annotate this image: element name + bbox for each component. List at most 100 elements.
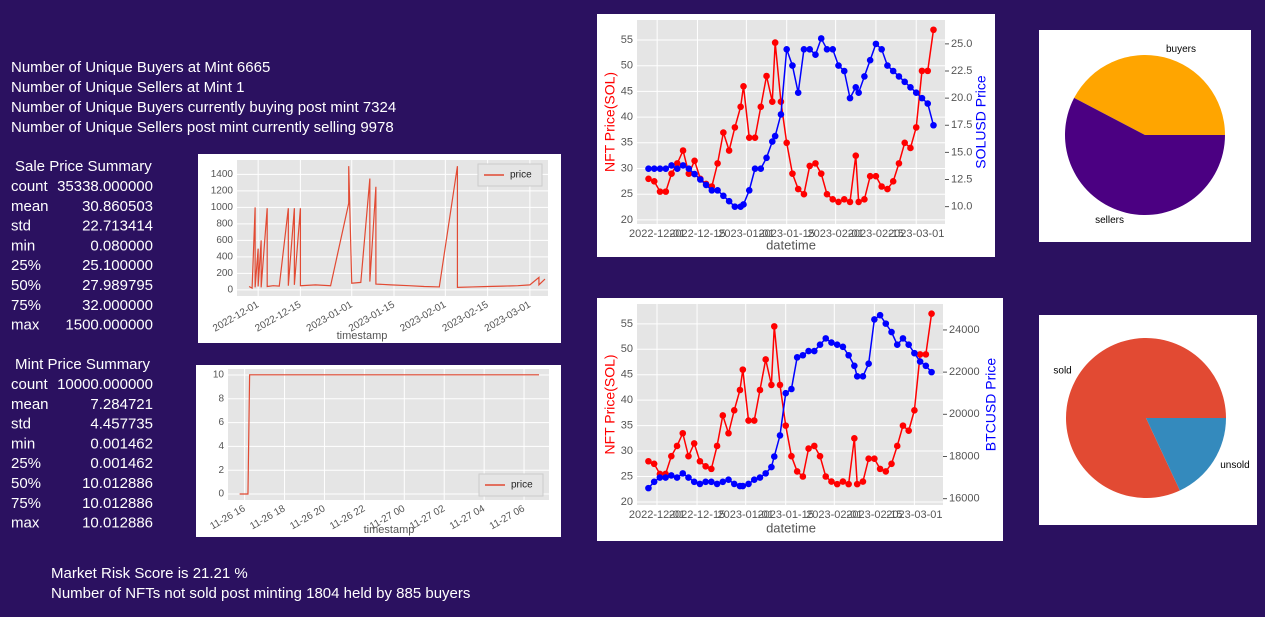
point [782,389,790,397]
point [893,442,901,450]
point [794,89,802,97]
y2-tick-label: 24000 [949,324,980,336]
point [679,470,687,477]
point [812,51,819,59]
point [794,185,802,193]
point [691,157,698,165]
x-tick-label: 2023-03-01 [886,509,942,521]
mint-summary-title: Mint Price Summary [15,356,151,373]
point [673,442,681,450]
point [731,124,739,131]
stat-value: 4.457735 [90,416,153,433]
point [789,62,796,69]
y2-axis-title: SOLUSD Price [973,75,989,169]
y2-tick-label: 20.0 [951,92,972,104]
point [725,476,732,483]
point [690,478,698,486]
point [720,192,727,200]
point [922,351,930,358]
point [768,98,776,106]
y-tick-label: 40 [621,111,633,123]
point [871,316,878,323]
point [852,83,860,91]
point [739,366,747,373]
point [745,417,752,424]
pie-slice [1146,418,1226,491]
point [783,139,790,147]
stat-value: 22.713414 [82,218,153,235]
point [888,460,895,468]
series-line [248,166,546,290]
point [800,190,808,198]
x-tick-label: 2023-01-01 [718,509,774,521]
stat-name: mean [11,396,49,413]
point [751,134,759,141]
point [861,196,868,203]
point [757,103,765,111]
stat-value: 27.989795 [82,277,153,294]
x-tick-label: 2022-12-01 [629,509,685,521]
point [757,165,765,172]
point [905,427,912,435]
point [656,474,664,481]
point [846,94,854,102]
point [866,172,874,180]
point [696,480,704,488]
y-tick-label: 400 [216,251,233,262]
x-tick-label: 2022-12-15 [669,228,725,240]
point [762,470,769,477]
point [930,121,937,129]
point [828,478,835,485]
point [924,67,932,75]
point [702,478,709,486]
y-tick-label: 45 [621,369,633,381]
point [736,386,744,394]
point [899,335,907,342]
point [811,347,818,355]
point [918,94,926,102]
point [713,480,721,488]
point [829,196,837,203]
y-tick-label: 0 [218,489,224,500]
point [714,187,721,194]
point [829,45,837,53]
point [845,351,852,359]
point [816,341,824,349]
x-tick-label: 2023-02-01 [807,228,863,240]
point [763,72,770,80]
stat-value: 10.012886 [82,475,153,492]
point [872,40,880,48]
point [835,198,842,206]
y-tick-label: 30 [621,162,633,174]
point [805,445,812,452]
y2-tick-label: 22000 [949,366,980,378]
point [918,67,926,75]
y-tick-label: 1400 [211,169,234,180]
summary-line: Number of Unique Buyers at Mint 6665 [11,59,270,76]
point [899,422,907,429]
point [776,381,784,389]
y-tick-label: 1200 [211,186,234,197]
point [912,89,920,97]
point [839,478,847,485]
y-tick-label: 6 [218,417,224,428]
stat-name: 50% [11,277,41,294]
point [708,478,715,486]
stat-name: max [11,515,40,532]
point [776,432,784,439]
point [745,480,752,488]
x-tick-label: 2023-02-01 [806,509,862,521]
stat-value: 0.001462 [90,435,153,452]
point [799,473,807,480]
point [745,187,753,194]
point [912,124,920,131]
y-tick-label: 35 [621,137,633,149]
point [662,165,670,172]
point [833,480,841,488]
point [855,89,862,97]
point [673,165,681,172]
stat-value: 0.080000 [90,237,153,254]
point [730,480,738,488]
stat-name: std [11,218,31,235]
point [806,162,814,170]
